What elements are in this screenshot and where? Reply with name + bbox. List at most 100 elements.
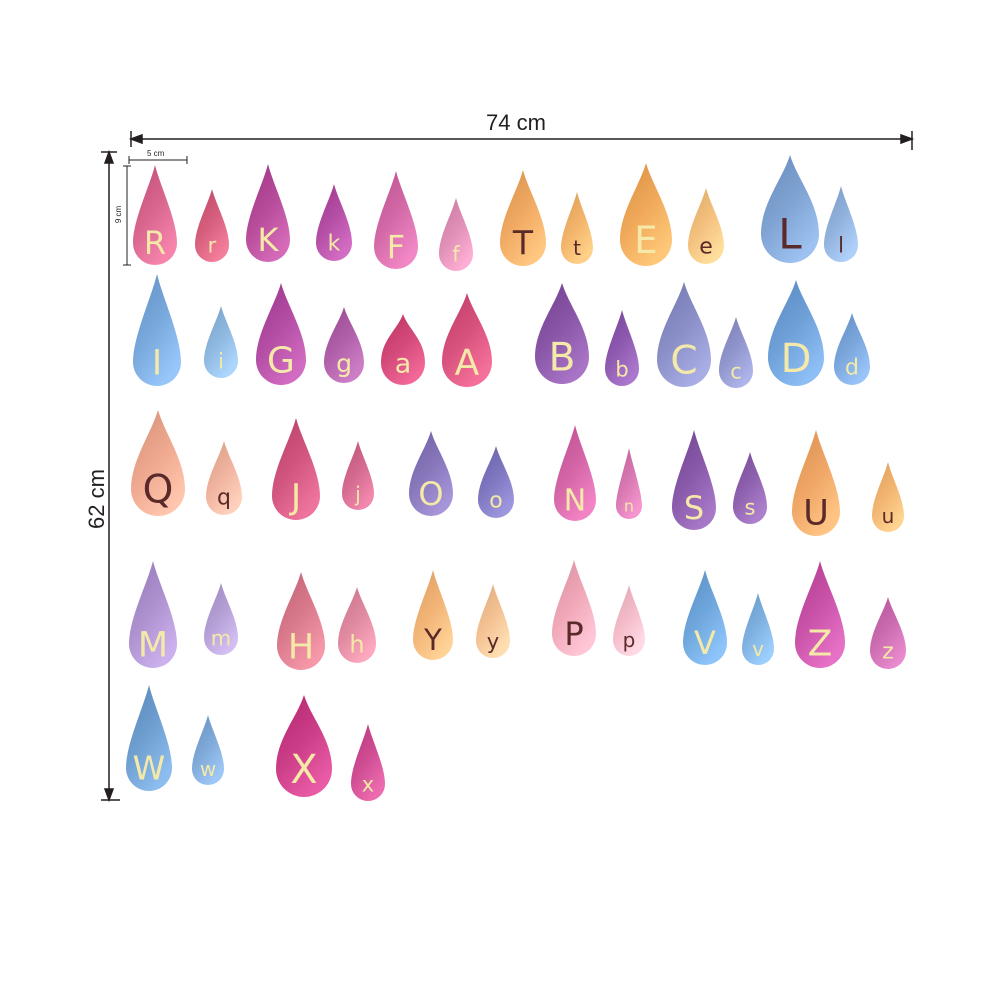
drop-shape (535, 283, 589, 384)
drop-upper-e: E (620, 163, 672, 266)
drop-shape (613, 585, 645, 656)
drop-letter: y (487, 629, 499, 653)
drop-letter: R (144, 224, 166, 262)
drop-letter: h (349, 630, 364, 658)
sample-height-label: 9 cm (114, 205, 124, 224)
drop-shape (316, 184, 352, 261)
drop-letter: U (803, 493, 829, 533)
drop-upper-o: O (409, 431, 453, 516)
drop-lower-i: i (204, 306, 238, 378)
drop-upper-x: X (276, 695, 332, 797)
drop-shape (409, 431, 453, 516)
height-arrow-bottom (103, 788, 115, 803)
drop-letter: D (781, 336, 812, 382)
drop-upper-z: Z (795, 561, 845, 668)
drop-lower-y: y (476, 584, 510, 658)
sample-width-label: 5 cm (147, 149, 165, 158)
drop-shape (870, 597, 906, 669)
drop-letter: Y (423, 623, 442, 657)
drop-upper-c: C (657, 282, 711, 387)
drop-lower-p: p (613, 585, 645, 656)
width-arrow-right (900, 133, 915, 145)
drop-shape (742, 593, 774, 665)
drop-shape (500, 170, 546, 266)
drop-shape (554, 425, 596, 521)
drop-shape (478, 446, 514, 518)
drop-shape (688, 188, 724, 264)
drop-upper-u: U (792, 430, 840, 536)
drop-letter: e (699, 235, 713, 260)
drop-shape (605, 310, 639, 386)
drop-lower-v: v (742, 593, 774, 665)
drop-letter: l (838, 233, 844, 257)
drop-shape (381, 314, 425, 385)
drop-shape (620, 163, 672, 266)
drop-lower-t: t (561, 192, 593, 264)
drop-letter: a (395, 348, 412, 379)
drop-upper-h: H (277, 572, 325, 670)
drop-letter: Q (143, 468, 174, 513)
drop-shape (277, 572, 325, 670)
drop-letter: i (218, 349, 224, 373)
drop-upper-k: K (246, 164, 290, 262)
drop-letter: q (217, 486, 231, 511)
drop-shape (276, 695, 332, 797)
drop-letter: S (684, 489, 704, 527)
drop-letter: p (623, 628, 636, 652)
drop-letter: k (328, 232, 341, 257)
drop-shape (733, 452, 767, 524)
drop-shape (683, 570, 727, 665)
drop-letter: n (624, 497, 634, 516)
drop-letter: A (455, 343, 480, 384)
drop-upper-t: T (500, 170, 546, 266)
dimension-lines (101, 131, 915, 803)
drop-upper-r: R (133, 165, 177, 265)
drop-lower-g: g (324, 307, 364, 383)
drop-letter: P (564, 615, 583, 653)
drop-lower-q: q (206, 441, 242, 515)
drop-lower-l: l (824, 186, 858, 262)
drop-letter: N (564, 484, 586, 519)
drop-letter: G (267, 341, 295, 382)
drop-letter: J (289, 477, 301, 517)
drop-letter: M (138, 625, 168, 665)
drop-upper-b: B (535, 283, 589, 384)
drop-letter: I (152, 343, 162, 383)
drop-shape (719, 317, 753, 388)
drop-shape (476, 584, 510, 658)
drop-letter: m (211, 626, 231, 650)
drop-shape (561, 192, 593, 264)
drop-shape (272, 418, 320, 520)
drop-shape (761, 155, 819, 263)
drop-shape (126, 685, 172, 791)
drop-letter: K (258, 221, 280, 259)
drop-lower-m: m (204, 583, 238, 655)
drop-letter: x (362, 772, 374, 796)
drop-letter: z (882, 640, 894, 665)
drop-lower-h: h (338, 587, 376, 663)
drop-letter: F (387, 228, 405, 266)
drop-upper-d: D (768, 280, 824, 386)
drop-lower-x: x (351, 724, 385, 801)
drop-lower-d: d (834, 313, 870, 385)
drop-lower-e: e (688, 188, 724, 264)
drop-shape (192, 715, 224, 785)
drop-shape (374, 171, 418, 269)
drop-letter: T (512, 224, 534, 263)
width-label: 74 cm (486, 110, 546, 135)
drop-shape (342, 441, 374, 510)
drop-letter: B (549, 336, 576, 381)
drop-shape (834, 313, 870, 385)
drop-letter: E (634, 219, 657, 262)
drop-lower-o: o (478, 446, 514, 518)
drop-shape (133, 165, 177, 265)
drop-shape (872, 462, 904, 532)
drop-letter: g (336, 349, 352, 378)
drop-lower-n: n (616, 448, 642, 519)
drop-lower-r: r (195, 189, 229, 262)
drop-shape (792, 430, 840, 536)
height-arrow-top (103, 149, 115, 164)
drop-letter: u (882, 504, 895, 528)
